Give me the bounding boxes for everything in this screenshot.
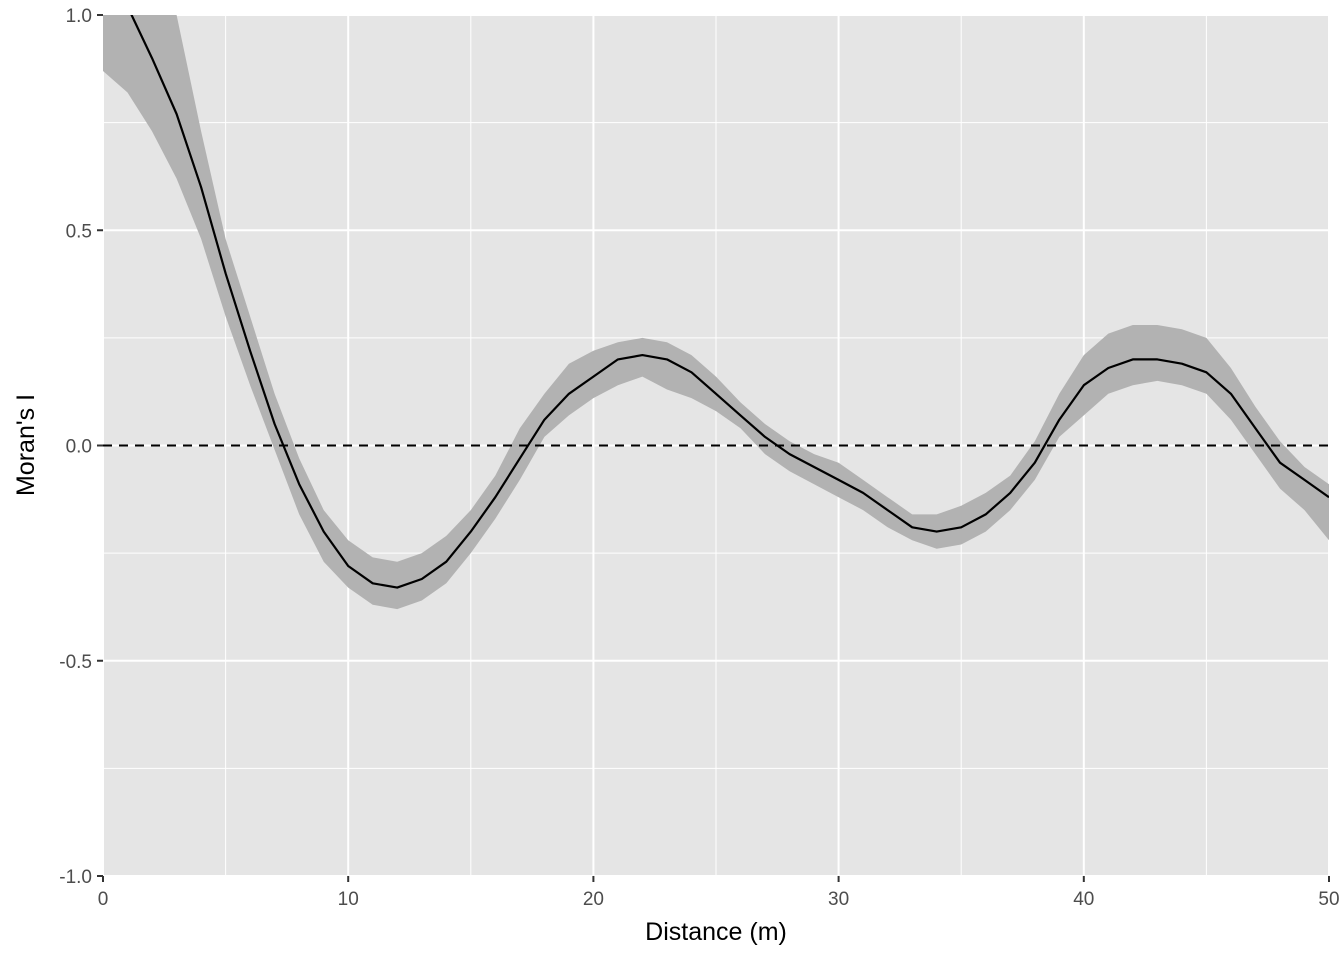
y-tick-label: -0.5 xyxy=(59,652,92,673)
x-tick-label: 0 xyxy=(98,889,109,910)
axes: 0 10 20 30 40 50 -1.0 -0.5 0.0 0.5 1.0 xyxy=(59,6,1339,910)
y-tick-label: 1.0 xyxy=(66,6,92,27)
x-tick-label: 10 xyxy=(338,889,359,910)
series-line-layer xyxy=(130,15,1329,589)
x-tick-label: 50 xyxy=(1318,889,1339,910)
x-tick-label: 20 xyxy=(583,889,604,910)
y-tick-label: 0.0 xyxy=(66,437,92,458)
y-tick-label: -1.0 xyxy=(59,867,92,888)
confidence-band xyxy=(103,15,1329,610)
series-line xyxy=(130,15,1329,589)
confidence-band-layer xyxy=(103,15,1329,610)
x-tick-label: 40 xyxy=(1073,889,1094,910)
x-tick-label: 30 xyxy=(828,889,849,910)
y-axis-title: Moran's I xyxy=(12,394,40,496)
x-axis-title: Distance (m) xyxy=(645,918,787,946)
y-tick-label: 0.5 xyxy=(66,221,92,242)
